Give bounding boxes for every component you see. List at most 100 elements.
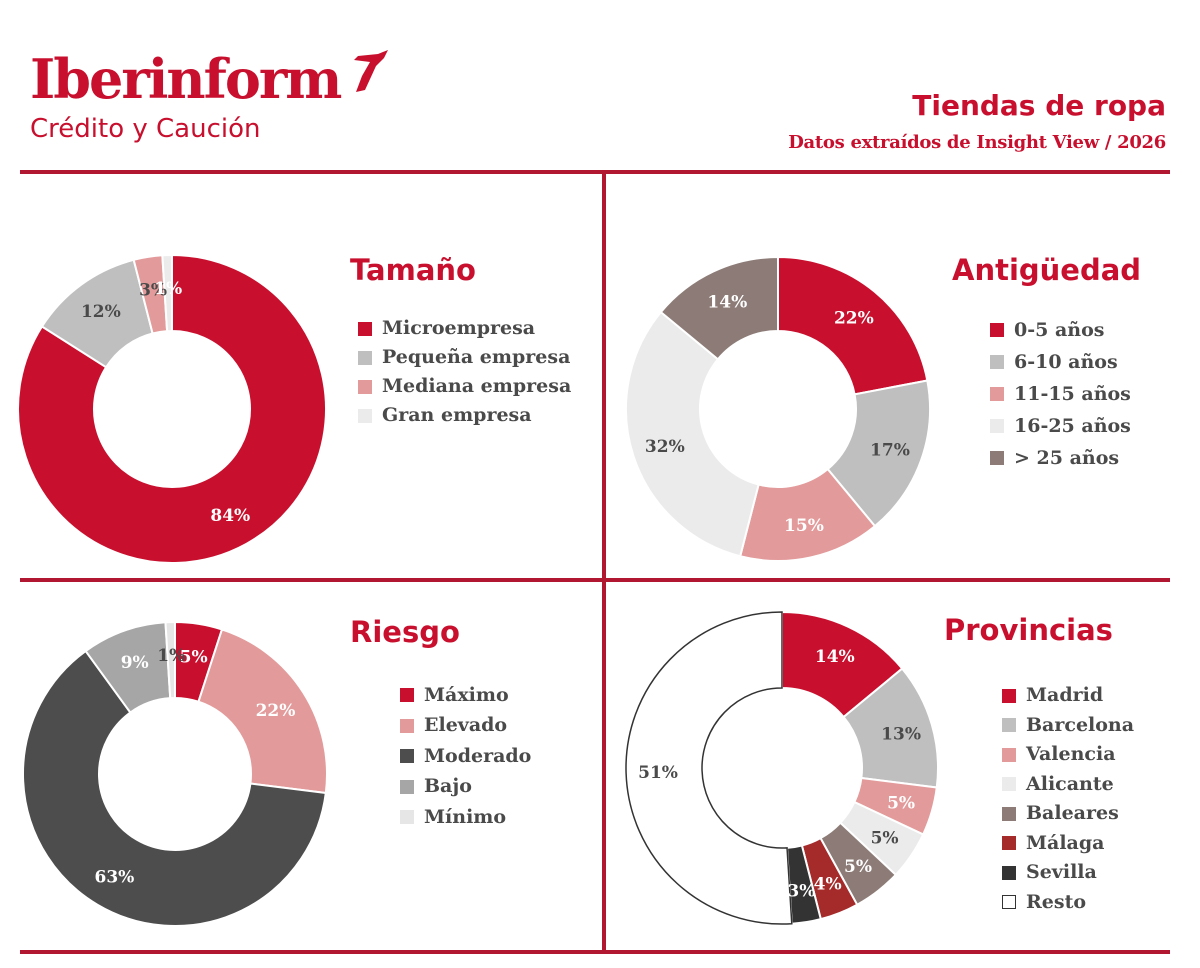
report-title: Tiendas de ropa: [912, 89, 1166, 122]
riesgo-legend-label: Moderado: [424, 744, 532, 767]
riesgo-legend: Máximo Elevado Moderado Bajo Mínimo: [400, 680, 531, 833]
provincias-legend-item-madrid: Madrid: [1002, 681, 1134, 711]
antiguedad-legend-swatch: [990, 355, 1004, 369]
provincias-legend-label: Málaga: [1026, 831, 1105, 854]
provincias-legend-label: Sevilla: [1026, 861, 1097, 884]
riesgo-legend-swatch: [400, 718, 414, 733]
tamano-slice-gran-empresa: [161, 253, 173, 333]
provincias-legend-item-barcelona: Barcelona: [1002, 711, 1134, 741]
provincias-legend-swatch: [1002, 777, 1016, 792]
provincias-legend-label: Barcelona: [1026, 713, 1135, 736]
provincias-legend-label: Resto: [1026, 890, 1087, 913]
antiguedad-legend-swatch: [990, 419, 1004, 433]
plane-icon: [354, 50, 388, 92]
tamano-legend-label: Gran empresa: [382, 404, 532, 426]
riesgo-slice-moderado: [22, 649, 327, 927]
riesgo-label-elevado: 22%: [256, 701, 296, 721]
riesgo-legend-swatch: [400, 749, 414, 764]
antiguedad-slice-0-5-anos: [777, 255, 929, 396]
riesgo-legend-item-maximo: Máximo: [400, 680, 531, 711]
brand-name: Iberinform: [30, 47, 342, 111]
tamano-label-gran-empresa: 1%: [154, 279, 182, 299]
divider-top: [20, 170, 1170, 174]
divider-vertical: [602, 174, 606, 950]
tamano-legend-label: Microempresa: [382, 317, 536, 339]
provincias-label-valencia: 5%: [887, 794, 915, 814]
antiguedad-slice-25-anos: [659, 255, 779, 361]
antiguedad-slice-16-25-anos: [625, 310, 760, 558]
provincias-label-alicante: 5%: [871, 829, 899, 849]
antiguedad-legend-swatch: [990, 323, 1004, 337]
provincias-label-barcelona: 13%: [881, 724, 921, 744]
provincias-legend: Madrid Barcelona Valencia Alicante Baleares M…: [1002, 681, 1134, 917]
tamano-legend-swatch: [358, 321, 372, 336]
provincias-legend-swatch: [1002, 895, 1016, 910]
report-subtitle: Datos extraídos de Insight View / 2026: [788, 132, 1166, 153]
provincias-label-resto: 51%: [638, 763, 678, 783]
provincias-label-malaga: 4%: [814, 874, 842, 894]
provincias-legend-item-sevilla: Sevilla: [1002, 858, 1134, 888]
provincias-legend-item-malaga: Málaga: [1002, 829, 1134, 859]
provincias-legend-swatch: [1002, 747, 1016, 762]
riesgo-label-minimo: 1%: [157, 646, 185, 666]
provincias-legend-swatch: [1002, 806, 1016, 821]
riesgo-label-bajo: 9%: [121, 653, 149, 673]
tamano-legend-item-microempresa: Microempresa: [358, 314, 571, 343]
tamano-legend-item-pequena-empresa: Pequeña empresa: [358, 343, 571, 372]
riesgo-legend-item-moderado: Moderado: [400, 741, 531, 772]
provincias-slice-resto: [625, 611, 793, 925]
antiguedad-label-16-25-anos: 32%: [645, 437, 685, 457]
antiguedad-label-11-15-anos: 15%: [784, 516, 824, 536]
tamano-legend-swatch: [358, 379, 372, 394]
antiguedad-legend-item-6-10-anos: 6-10 años: [990, 346, 1131, 378]
tamano-label-microempresa: 84%: [210, 506, 250, 526]
report-header: Tiendas de ropa Datos extraídos de Insig…: [788, 92, 1166, 152]
provincias-legend-item-valencia: Valencia: [1002, 740, 1134, 770]
antiguedad-legend-item-11-15-anos: 11-15 años: [990, 378, 1131, 410]
provincias-legend-label: Madrid: [1026, 684, 1104, 707]
antiguedad-legend-label: 0-5 años: [1014, 318, 1105, 341]
antiguedad-legend-label: 6-10 años: [1014, 350, 1118, 373]
brand-logo: Iberinform Crédito y Caución: [30, 47, 388, 144]
tamano-legend-swatch: [358, 350, 372, 365]
riesgo-legend-swatch: [400, 779, 414, 794]
tamano-legend-label: Mediana empresa: [382, 375, 572, 397]
riesgo-legend-item-elevado: Elevado: [400, 711, 531, 742]
tamano-label-pequena-empresa: 12%: [81, 302, 121, 322]
riesgo-legend-item-bajo: Bajo: [400, 772, 531, 803]
riesgo-legend-label: Mínimo: [424, 805, 507, 828]
antiguedad-label-25-anos: 14%: [707, 292, 747, 312]
antiguedad-legend-swatch: [990, 451, 1004, 465]
antiguedad-legend-item-25-anos: > 25 años: [990, 442, 1131, 474]
antiguedad-legend-label: 11-15 años: [1014, 382, 1131, 405]
riesgo-label-maximo: 5%: [180, 647, 208, 667]
antiguedad-legend-label: > 25 años: [1014, 446, 1120, 469]
provincias-label-madrid: 14%: [815, 647, 855, 667]
tamano-slice-microempresa: [17, 253, 327, 564]
provincias-legend-swatch: [1002, 688, 1016, 703]
provincias-label-sevilla: 3%: [787, 881, 815, 901]
provincias-legend-item-baleares: Baleares: [1002, 799, 1134, 829]
antiguedad-legend-label: 16-25 años: [1014, 414, 1131, 437]
riesgo-legend-swatch: [400, 810, 414, 825]
provincias-legend-swatch: [1002, 865, 1016, 880]
antiguedad-legend: 0-5 años 6-10 años 11-15 años 16-25 años > 2…: [990, 314, 1131, 474]
riesgo-legend-label: Elevado: [424, 714, 508, 737]
provincias-legend-item-resto: Resto: [1002, 888, 1134, 918]
riesgo-legend-label: Máximo: [424, 683, 509, 706]
divider-middle: [20, 578, 1170, 582]
brand-subtitle: Crédito y Caución: [30, 114, 261, 144]
tamano-legend-item-mediana-empresa: Mediana empresa: [358, 372, 571, 401]
provincias-title: Provincias: [944, 613, 1113, 647]
antiguedad-legend-item-0-5-anos: 0-5 años: [990, 314, 1131, 346]
riesgo-legend-label: Bajo: [424, 775, 472, 798]
provincias-legend-label: Baleares: [1026, 802, 1119, 825]
antiguedad-label-0-5-anos: 22%: [834, 308, 874, 328]
